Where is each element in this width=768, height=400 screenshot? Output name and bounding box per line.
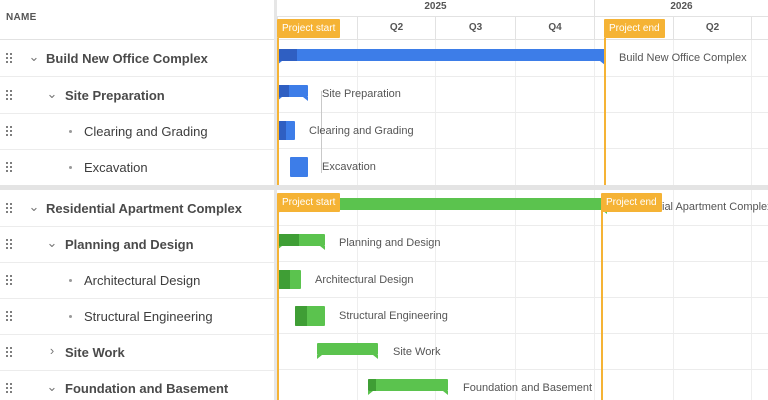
summary-bar[interactable] — [277, 49, 605, 65]
project-start-marker[interactable]: Project start — [277, 193, 341, 212]
year-header: 2026 — [594, 0, 768, 17]
chevron-down-icon[interactable]: ⌄ — [28, 199, 40, 214]
task-row[interactable]: ⌄ Build New Office Complex — [0, 40, 274, 77]
summary-bar[interactable] — [317, 343, 378, 359]
drag-handle-icon[interactable] — [6, 203, 14, 213]
task-label: Clearing and Grading — [84, 124, 208, 139]
task-grid: NAME ⌄ Build New Office Complex ⌄ Site P… — [0, 0, 274, 400]
task-row[interactable]: Structural Engineering — [0, 298, 274, 335]
project-end-line — [604, 38, 606, 185]
summary-bar[interactable] — [277, 234, 325, 250]
grid-splitter[interactable] — [274, 0, 277, 400]
task-label: Site Work — [65, 345, 125, 360]
bullet-icon — [69, 130, 72, 133]
project-end-line — [601, 210, 603, 400]
drag-handle-icon[interactable] — [6, 162, 14, 172]
task-bar[interactable] — [277, 121, 295, 140]
row-line — [277, 369, 768, 370]
project-start-line — [277, 38, 279, 185]
task-bar[interactable] — [277, 270, 301, 289]
project-end-marker[interactable]: Project end — [601, 193, 662, 212]
task-label: Residential Apartment Complex — [46, 201, 243, 216]
task-bar[interactable] — [290, 157, 308, 177]
drag-handle-icon[interactable] — [6, 239, 14, 249]
task-label: Foundation and Basement — [65, 381, 229, 396]
bullet-icon — [69, 279, 72, 282]
row-line — [277, 297, 768, 298]
bar-label: Clearing and Grading — [309, 125, 414, 137]
grid-line — [594, 40, 595, 400]
task-bar[interactable] — [295, 306, 325, 326]
row-line — [277, 76, 768, 77]
bullet-icon — [69, 166, 72, 169]
task-label: Structural Engineering — [84, 309, 213, 324]
bar-label: Site Preparation — [322, 88, 401, 100]
summary-bar[interactable] — [368, 379, 448, 395]
chevron-down-icon[interactable]: ⌄ — [46, 379, 58, 394]
task-label: Planning and Design — [65, 237, 194, 252]
task-row[interactable]: Clearing and Grading — [0, 113, 274, 150]
quarter-header: Q3 — [435, 17, 515, 40]
task-label: Architectural Design — [84, 273, 201, 288]
drag-handle-icon[interactable] — [6, 275, 14, 285]
grid-line — [673, 40, 674, 400]
quarter-header: Q2 — [673, 17, 751, 40]
grid-line — [751, 40, 752, 400]
bar-label: Excavation — [322, 161, 376, 173]
bullet-icon — [69, 315, 72, 318]
bar-label: Foundation and Basement — [463, 382, 593, 394]
section-divider — [0, 185, 768, 190]
grid-line — [515, 40, 516, 400]
bar-label: ial Apartment Complex — [662, 201, 768, 213]
grid-line — [357, 40, 358, 400]
chevron-down-icon[interactable]: ⌄ — [46, 235, 58, 250]
drag-handle-icon[interactable] — [6, 383, 14, 393]
task-row[interactable]: ⌄ Residential Apartment Complex — [0, 190, 274, 227]
chevron-down-icon[interactable]: ⌄ — [28, 49, 40, 64]
grid-line — [435, 40, 436, 400]
gantt-timeline: 2025 2026 Q2 Q3 Q4 Q2 Build New Office C… — [277, 0, 768, 400]
bar-label: Architectural Design — [315, 274, 414, 286]
task-row[interactable]: › Site Work — [0, 334, 274, 371]
dependency-line — [321, 91, 322, 173]
drag-handle-icon[interactable] — [6, 53, 14, 63]
quarter-header — [594, 17, 673, 40]
row-line — [277, 333, 768, 334]
row-line — [277, 261, 768, 262]
project-end-marker[interactable]: Project end — [604, 19, 665, 38]
task-label: Site Preparation — [65, 88, 165, 103]
task-label: Excavation — [84, 160, 148, 175]
task-row[interactable]: ⌄ Planning and Design — [0, 226, 274, 263]
drag-handle-icon[interactable] — [6, 347, 14, 357]
row-line — [277, 112, 768, 113]
project-start-line — [277, 210, 279, 400]
bar-label: Site Work — [393, 346, 441, 358]
task-row[interactable]: Architectural Design — [0, 262, 274, 299]
chevron-right-icon[interactable]: › — [49, 343, 55, 358]
drag-handle-icon[interactable] — [6, 311, 14, 321]
drag-handle-icon[interactable] — [6, 90, 14, 100]
task-row[interactable]: ⌄ Site Preparation — [0, 77, 274, 114]
bar-label: Build New Office Complex — [619, 52, 747, 64]
quarter-header — [751, 17, 768, 40]
project-start-marker[interactable]: Project start — [277, 19, 341, 38]
chevron-down-icon[interactable]: ⌄ — [46, 86, 58, 101]
grid-header: NAME — [0, 0, 274, 40]
summary-bar[interactable] — [277, 85, 308, 101]
row-line — [277, 148, 768, 149]
bar-label: Planning and Design — [339, 237, 441, 249]
drag-handle-icon[interactable] — [6, 126, 14, 136]
task-row[interactable]: Excavation — [0, 149, 274, 186]
task-label: Build New Office Complex — [46, 51, 208, 66]
quarter-header: Q2 — [357, 17, 435, 40]
quarter-header: Q4 — [515, 17, 594, 40]
bar-label: Structural Engineering — [339, 310, 448, 322]
name-column-header[interactable]: NAME — [6, 12, 37, 23]
task-row[interactable]: ⌄ Foundation and Basement — [0, 370, 274, 400]
year-header: 2025 — [277, 0, 594, 17]
row-line — [277, 225, 768, 226]
